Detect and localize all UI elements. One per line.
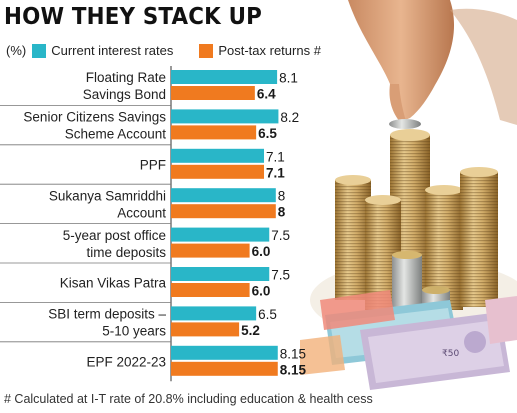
bar-current-rate [171, 109, 279, 124]
legend-swatch-post-tax [199, 43, 214, 58]
value-label-post-tax: 6.4 [257, 87, 276, 102]
legend-swatch-current-rates [32, 43, 47, 58]
category-label: Scheme Account [65, 127, 167, 142]
value-label-current-rate: 6.5 [258, 307, 277, 322]
category-label: 5-year post office [63, 228, 166, 243]
value-label-current-rate: 8.1 [279, 71, 298, 86]
bar-post-tax [171, 322, 240, 337]
bar-current-rate [171, 345, 278, 360]
category-label: Floating Rate [86, 70, 166, 85]
category-label: 5-10 years [102, 324, 166, 339]
value-label-post-tax: 7.1 [266, 165, 285, 180]
legend-label-post-tax: Post-tax returns # [218, 43, 321, 58]
value-label-post-tax: 6.0 [252, 284, 271, 299]
unit-label: (%) [6, 43, 27, 58]
value-label-post-tax: 8.15 [280, 362, 307, 377]
bar-current-rate [171, 70, 278, 84]
bar-current-rate [171, 227, 270, 242]
category-label: Account [117, 205, 166, 220]
category-label: EPF 2022-23 [86, 355, 166, 370]
category-label: Senior Citizens Savings [23, 110, 166, 125]
value-label-post-tax: 6.5 [258, 126, 277, 141]
bar-post-tax [171, 361, 278, 376]
value-label-current-rate: 7.5 [271, 268, 290, 283]
bar-current-rate [171, 148, 265, 163]
bar-post-tax [171, 204, 276, 219]
bar-current-rate [171, 306, 257, 321]
value-label-current-rate: 8.2 [280, 110, 299, 125]
category-label: Sukanya Samriddhi [49, 188, 166, 203]
value-label-post-tax: 8 [278, 205, 286, 220]
bar-post-tax [171, 86, 255, 100]
coins-and-money-illustration: ₹50 [300, 0, 517, 390]
bar-post-tax [171, 125, 257, 140]
chart-title: HOW THEY STACK UP [4, 4, 262, 30]
svg-text:₹50: ₹50 [442, 349, 459, 359]
value-label-current-rate: 7.5 [271, 228, 290, 243]
category-label: Savings Bond [83, 87, 166, 102]
bar-post-tax [171, 283, 250, 297]
footnote: # Calculated at I-T rate of 20.8% includ… [4, 392, 373, 406]
bar-current-rate [171, 267, 270, 281]
value-label-current-rate: 8 [278, 189, 286, 204]
value-label-post-tax: 5.2 [241, 323, 260, 338]
legend: (%) Current interest rates Post-tax retu… [6, 43, 321, 58]
category-label: time deposits [86, 245, 166, 260]
bar-post-tax [171, 243, 250, 258]
category-label: Kisan Vikas Patra [60, 276, 167, 291]
legend-label-current-rates: Current interest rates [51, 43, 174, 58]
value-label-post-tax: 6.0 [252, 244, 271, 259]
category-label: SBI term deposits – [48, 307, 166, 322]
category-label: PPF [140, 158, 166, 173]
value-label-current-rate: 7.1 [266, 149, 285, 164]
value-label-current-rate: 8.15 [280, 346, 306, 361]
bar-current-rate [171, 188, 276, 203]
bar-post-tax [171, 164, 265, 179]
